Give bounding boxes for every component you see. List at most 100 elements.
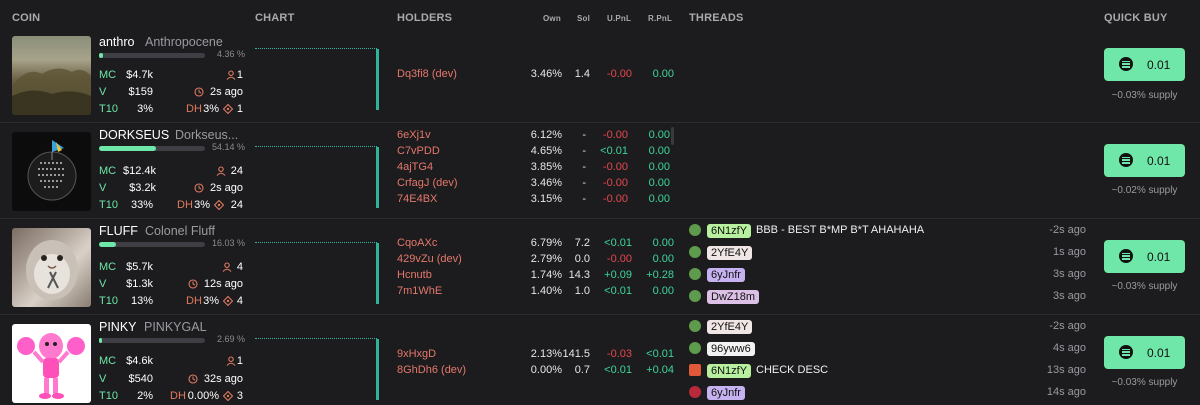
coin-thumbnail[interactable] xyxy=(12,132,91,211)
supply-pct: ~0.03% supply xyxy=(1111,377,1178,388)
holder-name[interactable]: Dq3fi8 (dev) xyxy=(397,68,457,80)
coin-name: PINKYGAL xyxy=(144,320,207,334)
pepe-avatar-icon xyxy=(689,268,701,280)
volume-label: V xyxy=(99,278,107,290)
thread-age: 3s ago xyxy=(1052,290,1086,302)
holder-rpnl: 0.00 xyxy=(652,237,674,249)
thread-age: 13s ago xyxy=(1046,364,1086,376)
holder-own: 3.46% xyxy=(530,68,562,80)
quick-buy-button[interactable]: 0.01 xyxy=(1104,48,1185,81)
quick-buy-button[interactable]: 0.01 xyxy=(1104,144,1185,177)
quick-buy-button[interactable]: 0.01 xyxy=(1104,336,1185,369)
holder-name[interactable]: 8GhDh6 (dev) xyxy=(397,364,467,376)
mc-label: MC xyxy=(99,69,117,81)
col-rpnl: R.PnL xyxy=(648,14,673,23)
coin-row-pinky[interactable]: PINKY PINKYGAL 2.69 % MC $4.6k 1 V $540 … xyxy=(0,314,1200,405)
col-sol: Sol xyxy=(577,14,591,23)
thread-user-tag[interactable]: 6yJnfr xyxy=(707,268,745,282)
holder-rpnl: 0.00 xyxy=(648,177,670,189)
holder-rpnl: 0.00 xyxy=(648,129,670,141)
pepe-avatar-icon xyxy=(689,320,701,332)
thread-user-tag[interactable]: 2YfE4Y xyxy=(707,246,753,260)
volume-label: V xyxy=(99,373,107,385)
holder-own: 3.46% xyxy=(530,177,562,189)
thread-user-tag[interactable]: 6N1zfY xyxy=(707,364,752,378)
holder-upnl: <0.01 xyxy=(604,237,632,249)
col-upnl: U.PnL xyxy=(607,14,632,23)
holder-upnl: -0.03 xyxy=(606,348,632,360)
coin-thumbnail[interactable] xyxy=(12,228,91,307)
holders-scrollbar[interactable] xyxy=(671,127,674,145)
landscape-image xyxy=(12,68,91,115)
holder-name[interactable]: 4ajTG4 xyxy=(397,161,434,173)
holder-name[interactable]: 9xHxgD xyxy=(397,348,437,360)
coin-row-dorkseus[interactable]: DORKSEUS Dorkseus... 54.14 % MC $12.4k 2… xyxy=(0,122,1200,218)
holder-own: 4.65% xyxy=(530,145,562,157)
t10-label: T10 xyxy=(99,390,118,402)
bonding-progress-pct: 4.36 % xyxy=(216,49,245,59)
thread-user-tag[interactable]: 2YfE4Y xyxy=(707,320,753,334)
holder-rpnl: 0.00 xyxy=(648,145,670,157)
holder-rpnl: 0.00 xyxy=(652,68,674,80)
holders-count: 24 xyxy=(230,165,243,177)
holder-rpnl: 0.00 xyxy=(648,193,670,205)
coin-age: 32s ago xyxy=(203,373,243,385)
holder-rpnl: <0.01 xyxy=(646,348,674,360)
holder-own: 2.13% xyxy=(530,348,562,360)
dev-diamond-icon xyxy=(222,390,234,402)
supply-pct: ~0.03% supply xyxy=(1111,281,1178,292)
t10-value: 3% xyxy=(137,103,153,115)
dev-diamond-icon xyxy=(213,199,225,211)
holder-rpnl: +0.04 xyxy=(646,364,674,376)
dh-value: 3% xyxy=(203,295,219,307)
thread-user-tag[interactable]: 96yww6 xyxy=(707,342,755,356)
thread-user-tag[interactable]: DwZ18m xyxy=(707,290,760,304)
t10-label: T10 xyxy=(99,199,118,211)
volume-value: $1.3k xyxy=(126,278,153,290)
coin-ticker: FLUFF xyxy=(99,224,138,238)
holder-own: 0.00% xyxy=(530,364,562,376)
solana-icon xyxy=(1119,153,1133,167)
dev-diamond-icon xyxy=(222,103,234,115)
fire-avatar-icon xyxy=(689,364,701,376)
dh-label: DH xyxy=(186,103,202,115)
dork-image xyxy=(27,140,77,201)
clock-icon xyxy=(194,87,204,97)
holder-upnl: <0.01 xyxy=(600,145,628,157)
holder-name[interactable]: 429vZu (dev) xyxy=(397,253,462,265)
holder-sol: 141.5 xyxy=(562,348,590,360)
holder-rpnl: 0.00 xyxy=(652,253,674,265)
bonding-progress-pct: 16.03 % xyxy=(211,238,245,248)
holder-sol: 14.3 xyxy=(568,269,590,281)
user-icon xyxy=(216,166,226,176)
col-chart: CHART xyxy=(255,12,295,24)
holder-name[interactable]: 74E4BX xyxy=(397,193,438,205)
bonding-progress-bar xyxy=(99,242,205,247)
pepe-avatar-icon xyxy=(689,342,701,354)
coin-thumbnail[interactable] xyxy=(12,324,91,403)
mc-value: $4.7k xyxy=(126,69,153,81)
holder-name[interactable]: CqoAXc xyxy=(397,237,438,249)
coin-thumbnail[interactable] xyxy=(12,36,91,115)
holder-name[interactable]: C7vPDD xyxy=(397,145,440,157)
holder-name[interactable]: 6eXj1v xyxy=(397,129,431,141)
quick-buy-button[interactable]: 0.01 xyxy=(1104,240,1185,273)
thread-age: 1s ago xyxy=(1052,246,1086,258)
thread-user-tag[interactable]: 6yJnfr xyxy=(707,386,745,400)
holder-name[interactable]: Hcnutb xyxy=(397,269,432,281)
holder-name[interactable]: CrfagJ (dev) xyxy=(397,177,458,189)
thread-user-tag[interactable]: 6N1zfY xyxy=(707,224,752,238)
holder-upnl: -0.00 xyxy=(606,68,632,80)
coin-row-anthro[interactable]: anthro Anthropocene 4.36 % MC $4.7k 1 V … xyxy=(0,30,1200,126)
coin-row-fluff[interactable]: FLUFF Colonel Fluff 16.03 % MC $5.7k 4 V… xyxy=(0,218,1200,314)
bonding-progress-pct: 2.69 % xyxy=(216,334,245,344)
volume-label: V xyxy=(99,182,107,194)
mc-value: $4.6k xyxy=(126,355,153,367)
holder-name[interactable]: 7m1WhE xyxy=(397,285,443,297)
t10-value: 33% xyxy=(130,199,153,211)
coin-name: Dorkseus... xyxy=(175,128,239,142)
mc-label: MC xyxy=(99,355,117,367)
quick-buy-amount: 0.01 xyxy=(1147,154,1171,168)
holder-upnl: -0.00 xyxy=(602,193,628,205)
dh-value: 3% xyxy=(203,103,219,115)
